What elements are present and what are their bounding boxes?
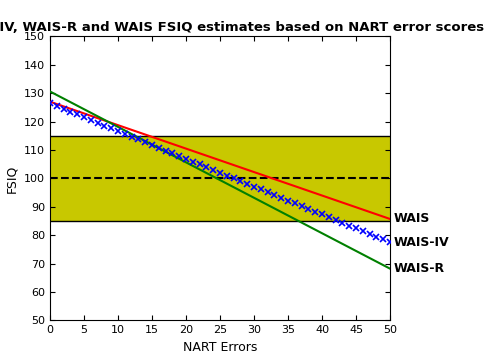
Text: WAIS: WAIS	[394, 213, 430, 225]
X-axis label: NART Errors: NART Errors	[183, 341, 257, 354]
Y-axis label: FSIQ: FSIQ	[6, 164, 18, 193]
Text: WAIS-R: WAIS-R	[394, 262, 444, 275]
Text: WAIS-IV: WAIS-IV	[394, 236, 449, 249]
Title: WAIS-IV, WAIS-R and WAIS FSIQ estimates based on NART error scores: WAIS-IV, WAIS-R and WAIS FSIQ estimates …	[0, 21, 484, 34]
